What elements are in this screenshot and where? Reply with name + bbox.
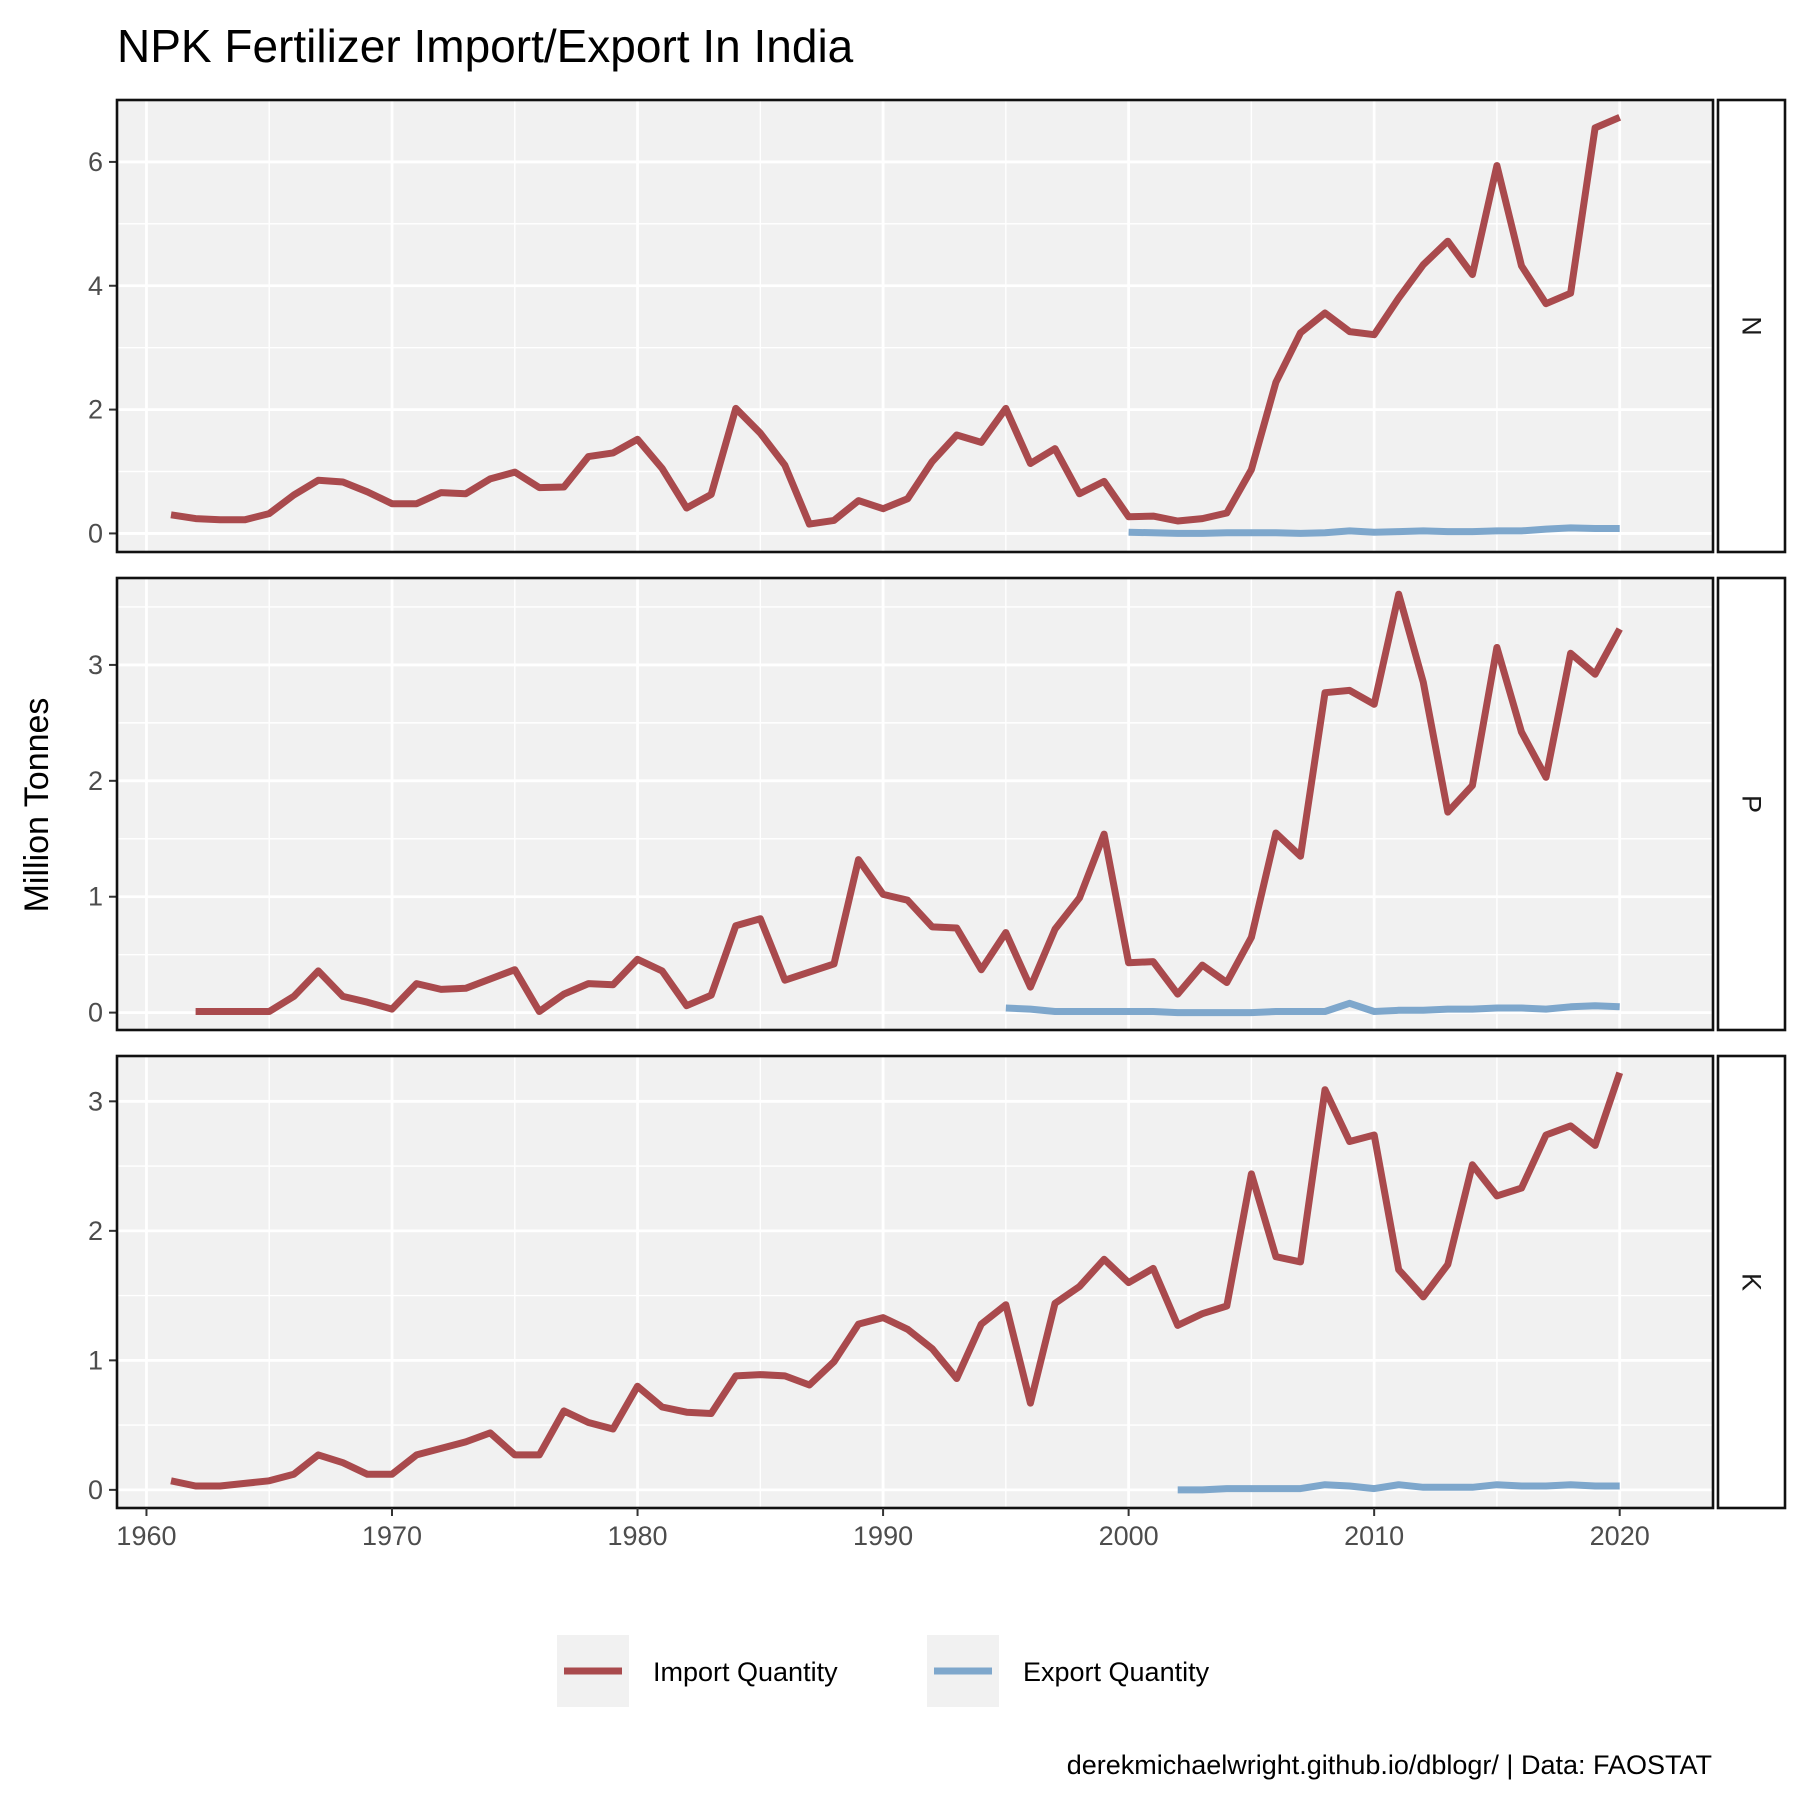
y-tick-label: 3 (88, 1086, 103, 1116)
facet-strip-label: P (1737, 795, 1767, 813)
facet-strip-label: K (1737, 1273, 1767, 1291)
x-tick-label: 1960 (116, 1521, 176, 1551)
x-tick-label: 1990 (853, 1521, 913, 1551)
legend: Import Quantity Export Quantity (557, 1635, 1210, 1707)
y-axis-title: Million Tonnes (18, 698, 56, 913)
y-tick-label: 0 (88, 998, 103, 1028)
panel-border (115, 576, 1715, 1032)
x-axis: 1960 1970 1980 1990 2000 2010 2020 (116, 1508, 1650, 1551)
x-tick-label: 2000 (1099, 1521, 1159, 1551)
y-tick-label: 0 (88, 518, 103, 548)
facet-n: 0 2 4 6 N (88, 98, 1787, 554)
panel-background (117, 578, 1713, 1030)
x-tick-label: 2020 (1590, 1521, 1650, 1551)
panel-border (115, 98, 1715, 554)
y-tick-label: 2 (88, 766, 103, 796)
y-tick-label: 0 (88, 1475, 103, 1505)
series-line-export-quantity-k (1177, 1481, 1620, 1494)
facet-strip (1716, 1054, 1787, 1510)
y-tick-label: 4 (88, 271, 103, 301)
panel-background (117, 1056, 1713, 1508)
facet-strip (1716, 98, 1787, 554)
legend-item-export-quantity: Export Quantity (927, 1635, 1210, 1707)
facet-k: 0 1 2 3 K (88, 1054, 1787, 1510)
y-tick-label: 1 (88, 882, 103, 912)
series-line-import-quantity-p (195, 590, 1623, 1015)
series-line-export-quantity-p (1005, 999, 1620, 1017)
chart-title: NPK Fertilizer Import/Export In India (117, 20, 854, 72)
panel-background (117, 100, 1713, 552)
y-tick-label: 2 (88, 395, 103, 425)
legend-label: Export Quantity (1023, 1657, 1210, 1687)
series-line-import-quantity-k (170, 1071, 1624, 1490)
y-tick-label: 1 (88, 1345, 103, 1375)
facet-panels: 0 2 4 6 N 0 1 2 3 P 0 1 2 3 K (88, 98, 1787, 1510)
x-tick-label: 1970 (362, 1521, 422, 1551)
y-tick-label: 6 (88, 147, 103, 177)
facet-strip (1716, 576, 1787, 1032)
facet-strip-label: N (1737, 316, 1767, 336)
y-tick-label: 2 (88, 1216, 103, 1246)
panel-border (115, 1054, 1715, 1510)
facet-p: 0 1 2 3 P (88, 576, 1787, 1032)
series-line-import-quantity-n (170, 114, 1622, 528)
series-line-export-quantity-n (1128, 524, 1620, 537)
chart-caption: derekmichaelwright.github.io/dblogr/ | D… (1067, 1750, 1712, 1780)
x-tick-label: 2010 (1344, 1521, 1404, 1551)
legend-label: Import Quantity (653, 1657, 838, 1687)
y-tick-label: 3 (88, 650, 103, 680)
legend-item-import-quantity: Import Quantity (557, 1635, 838, 1707)
x-tick-label: 1980 (608, 1521, 668, 1551)
